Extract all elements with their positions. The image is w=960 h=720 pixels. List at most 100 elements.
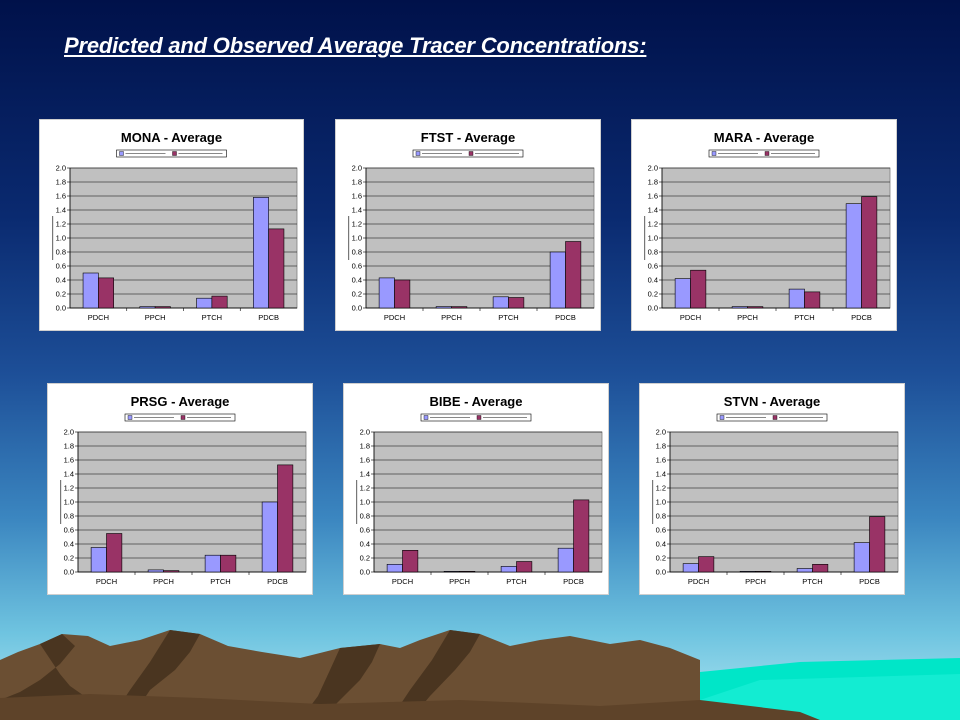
y-tick-label: 0.2	[648, 290, 658, 299]
y-tick-label: 1.4	[656, 470, 666, 479]
bar	[573, 499, 590, 573]
foothills	[0, 694, 820, 720]
bar	[565, 241, 582, 309]
x-tick-label: PPCH	[449, 577, 470, 586]
y-tick-label: 1.2	[648, 220, 658, 229]
x-tick-label: PTCH	[202, 313, 222, 322]
y-tick-label: 1.6	[656, 456, 666, 465]
chart-legend	[708, 149, 820, 158]
bar	[492, 296, 509, 309]
y-tick-label: 1.0	[656, 498, 666, 507]
y-tick-label: 0.2	[56, 290, 66, 299]
y-tick-label: 1.8	[56, 178, 66, 187]
bar	[755, 571, 772, 573]
x-tick-label: PDCB	[555, 313, 576, 322]
y-tick-label: 0.6	[64, 526, 74, 535]
bar	[106, 533, 123, 573]
legend-text-mark	[134, 417, 174, 418]
legend-swatch	[764, 151, 770, 156]
x-tick-label: PTCH	[506, 577, 526, 586]
bar	[268, 228, 285, 309]
legend-text-mark	[178, 153, 223, 154]
bar	[853, 542, 870, 573]
y-tick-label: 2.0	[352, 164, 362, 173]
y-tick-label: 1.4	[352, 206, 362, 215]
bar	[98, 277, 114, 309]
x-tick-label: PTCH	[794, 313, 814, 322]
chart-title: STVN - Average	[724, 394, 821, 409]
x-tick-label: PPCH	[153, 577, 174, 586]
y-tick-label: 0.8	[56, 248, 66, 257]
legend-swatch	[180, 415, 186, 420]
y-tick-label: 0.0	[648, 304, 658, 313]
y-tick-label: 1.4	[56, 206, 66, 215]
x-tick-label: PTCH	[802, 577, 822, 586]
y-tick-label: 0.0	[352, 304, 362, 313]
bar	[378, 277, 395, 309]
x-tick-label: PDCB	[258, 313, 279, 322]
y-tick-label: 1.8	[360, 442, 370, 451]
y-tick-label: 1.4	[648, 206, 658, 215]
x-tick-label: PDCB	[267, 577, 288, 586]
bar	[443, 571, 460, 573]
bar	[386, 564, 403, 573]
y-tick-label: 1.6	[360, 456, 370, 465]
bar	[196, 297, 213, 309]
bar	[204, 554, 221, 573]
bar	[516, 561, 533, 573]
chart-title: BIBE - Average	[430, 394, 523, 409]
x-tick-label: PDCH	[88, 313, 109, 322]
bar	[139, 306, 156, 309]
legend-box	[708, 149, 820, 158]
y-tick-label: 1.2	[56, 220, 66, 229]
bar	[812, 564, 829, 573]
y-tick-label: 0.0	[56, 304, 66, 313]
legend-text-mark	[430, 417, 470, 418]
bar	[698, 556, 715, 573]
bar	[459, 571, 476, 573]
legend-box	[116, 149, 227, 158]
y-tick-label: 2.0	[360, 428, 370, 437]
bar	[451, 306, 468, 309]
legend-swatch	[468, 151, 474, 156]
chart-legend	[124, 413, 236, 422]
bar	[747, 306, 764, 309]
y-axis-label-mark	[644, 216, 646, 260]
y-tick-label: 0.2	[656, 554, 666, 563]
y-tick-label: 1.4	[360, 470, 370, 479]
x-tick-label: PPCH	[145, 313, 166, 322]
y-tick-label: 1.0	[56, 234, 66, 243]
y-tick-label: 0.6	[648, 262, 658, 271]
y-tick-label: 1.8	[64, 442, 74, 451]
y-tick-label: 0.0	[360, 568, 370, 577]
y-tick-label: 0.6	[56, 262, 66, 271]
x-tick-label: PDCH	[96, 577, 117, 586]
chart-title: MONA - Average	[121, 130, 222, 145]
y-tick-label: 2.0	[656, 428, 666, 437]
legend-swatch	[415, 151, 421, 156]
legend-box	[716, 413, 828, 422]
bar	[682, 563, 699, 573]
chart-legend	[420, 413, 532, 422]
y-tick-label: 1.8	[656, 442, 666, 451]
y-tick-label: 0.8	[656, 512, 666, 521]
x-tick-label: PDCB	[851, 313, 872, 322]
bar	[557, 547, 574, 573]
bar	[253, 197, 269, 309]
y-tick-label: 1.2	[360, 484, 370, 493]
chart-legend	[716, 413, 828, 422]
bar	[220, 554, 237, 573]
legend-swatch	[423, 415, 429, 420]
legend-text-mark	[422, 153, 462, 154]
y-tick-label: 0.4	[656, 540, 666, 549]
mountain-shadow	[300, 644, 380, 720]
y-tick-label: 0.2	[352, 290, 362, 299]
y-tick-label: 0.6	[656, 526, 666, 535]
legend-swatch	[172, 151, 177, 156]
bar	[277, 464, 294, 573]
legend-swatch	[772, 415, 778, 420]
bar	[402, 550, 419, 573]
legend-swatch	[119, 151, 124, 156]
y-axis-label-mark	[60, 480, 62, 524]
legend-text-mark	[771, 153, 815, 154]
